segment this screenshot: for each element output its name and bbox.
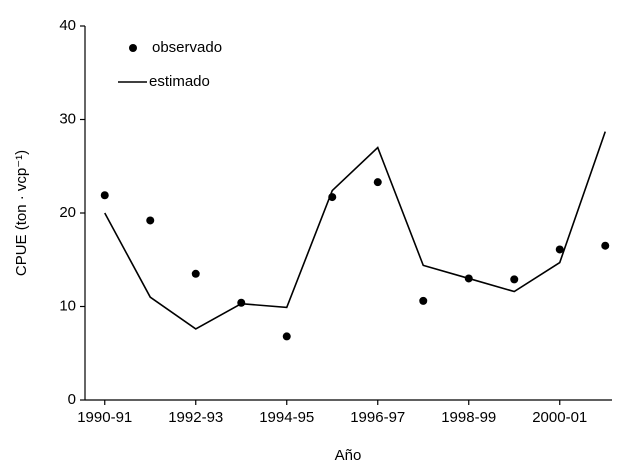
x-tick-label: 1992-93 xyxy=(168,409,223,426)
x-tick-label: 1996-97 xyxy=(350,409,405,426)
data-point xyxy=(419,296,428,305)
x-tick-label: 1994-95 xyxy=(259,409,314,426)
data-point xyxy=(146,216,155,225)
y-tick-label: 30 xyxy=(59,110,76,127)
x-tick-label: 1998-99 xyxy=(441,409,496,426)
data-point xyxy=(100,191,109,200)
data-point xyxy=(555,245,564,254)
legend-label: observado xyxy=(152,39,222,56)
x-tick-label: 1990-91 xyxy=(77,409,132,426)
x-tick-label: 2000-01 xyxy=(532,409,587,426)
data-point xyxy=(191,269,200,278)
data-line xyxy=(104,131,607,330)
legend-label: estimado xyxy=(149,73,210,90)
data-point xyxy=(373,178,382,187)
y-tick-label: 10 xyxy=(59,297,76,314)
x-axis-title: Año xyxy=(335,447,362,464)
y-tick-label: 20 xyxy=(59,204,76,221)
y-axis-title: CPUE (ton · vcp⁻¹) xyxy=(13,150,30,276)
y-tick-label: 40 xyxy=(59,17,76,34)
data-point xyxy=(601,241,610,250)
y-tick-label: 0 xyxy=(68,391,76,408)
data-point xyxy=(282,332,291,341)
data-point xyxy=(510,275,519,284)
legend-marker xyxy=(129,44,137,52)
